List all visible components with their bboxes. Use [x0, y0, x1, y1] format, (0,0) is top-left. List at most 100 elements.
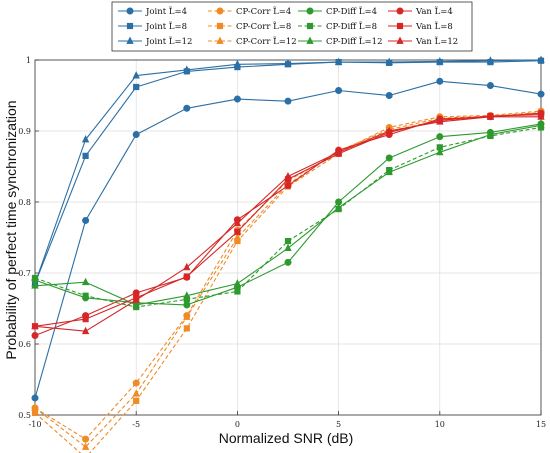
series-lines [31, 55, 545, 453]
series-4 [31, 110, 545, 453]
data-point [537, 90, 545, 98]
series-line [34, 116, 541, 332]
data-point [132, 300, 140, 308]
data-point [537, 55, 545, 63]
data-point [284, 182, 292, 190]
data-point [233, 95, 241, 103]
grid [34, 59, 542, 416]
data-point [31, 394, 39, 402]
legend-swatch-marker [126, 36, 134, 44]
data-point [284, 237, 292, 245]
data-point [132, 131, 140, 139]
legend-swatch-marker [126, 7, 134, 15]
y-axis-label: Probability of perfect time synchronizat… [3, 100, 19, 359]
data-point [82, 316, 89, 323]
data-point [385, 167, 393, 176]
legend-swatch-marker [216, 22, 224, 30]
legend-item-5: CP-Corr L̃=12 [208, 35, 297, 47]
y-tick-label: 0.5 [18, 411, 31, 420]
legend-item-11: Van L̃=12 [388, 35, 458, 47]
data-point [486, 112, 495, 120]
data-point [82, 435, 90, 443]
legend-item-6: CP-Diff L̃=4 [298, 5, 377, 17]
data-point [183, 291, 191, 299]
data-point [132, 71, 140, 79]
data-point [284, 97, 292, 105]
data-point [81, 135, 90, 143]
data-point [183, 65, 191, 73]
data-point [31, 331, 39, 339]
data-point [385, 57, 393, 66]
data-point [233, 233, 242, 241]
data-point [385, 154, 393, 162]
x-tick-label: 0 [235, 420, 240, 429]
legend-item-0: Joint L̃=4 [118, 5, 187, 17]
series-line [34, 111, 542, 448]
legend-label: CP-Diff L̃=4 [326, 5, 377, 17]
legend-swatch-marker [306, 22, 314, 30]
data-point [31, 274, 39, 282]
series-line [34, 110, 542, 440]
series-3 [31, 107, 545, 443]
data-point [183, 273, 190, 280]
series-line [34, 124, 542, 306]
data-point [233, 59, 242, 68]
legend-item-1: Joint L̃=8 [118, 20, 187, 32]
data-point [486, 82, 494, 90]
data-point [81, 326, 90, 335]
x-tick-label: 10 [435, 420, 445, 429]
x-tick-label: -5 [132, 420, 140, 429]
y-tick-label: 0.9 [18, 127, 31, 136]
legend-item-4: CP-Corr L̃=8 [208, 20, 291, 32]
legend-label: Joint L̃=4 [145, 5, 187, 17]
data-point [335, 87, 343, 95]
data-point [334, 57, 343, 66]
legend-label: Van L̃=12 [415, 35, 458, 47]
data-point [234, 228, 241, 235]
y-tick-label: 0.8 [18, 198, 31, 207]
data-point [183, 325, 190, 332]
data-point [436, 117, 444, 125]
data-point [284, 171, 292, 180]
legend-item-3: CP-Corr L̃=4 [208, 5, 291, 17]
series-line [34, 112, 542, 453]
axes: -10 -5 0 5 10 15 0.5 0.6 0.7 0.8 0.9 1 [18, 56, 546, 429]
data-point [234, 288, 241, 295]
data-point [132, 295, 140, 303]
plot-frame [34, 59, 542, 416]
series-5 [31, 108, 545, 450]
data-point [537, 112, 545, 120]
x-axis-label: Normalized SNR (dB) [219, 430, 354, 446]
data-point [81, 277, 90, 286]
legend-swatch-marker [396, 36, 404, 44]
data-point [385, 92, 393, 100]
data-point [31, 409, 39, 416]
legend-label: Joint L̃=8 [145, 20, 187, 32]
data-point [132, 379, 140, 387]
data-point [31, 281, 39, 289]
x-tick-label: -10 [29, 420, 42, 429]
data-point [334, 203, 343, 211]
data-point [133, 83, 140, 91]
y-tick-label: 0.7 [18, 269, 31, 278]
data-point [183, 262, 191, 271]
series-10 [31, 111, 545, 330]
data-point [436, 77, 444, 85]
data-point [31, 321, 39, 330]
legend-item-7: CP-Diff L̃=8 [298, 20, 377, 32]
legend-swatch-marker [216, 36, 224, 44]
data-point [284, 59, 292, 67]
series-line [34, 112, 542, 337]
data-point [133, 397, 140, 404]
series-line [34, 114, 542, 327]
data-point [334, 147, 343, 156]
legend-label: CP-Diff L̃=12 [326, 35, 383, 47]
legend-swatch-marker [306, 7, 314, 15]
series-11 [31, 112, 545, 335]
x-tick-label: 15 [536, 420, 546, 429]
legend-swatch-marker [396, 22, 404, 30]
legend-swatch-marker [306, 36, 314, 44]
data-point [537, 120, 545, 129]
series-6 [31, 120, 545, 309]
legend: Joint L̃=4 Joint L̃=8 Joint L̃=12 CP-Corr L… [111, 1, 473, 52]
